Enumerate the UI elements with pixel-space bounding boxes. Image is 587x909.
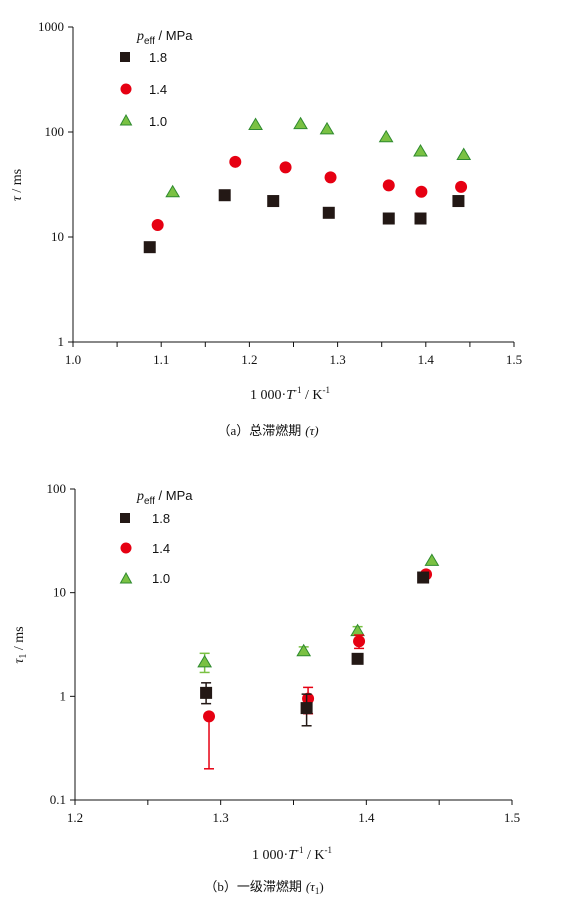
chart-a-x-ticks: 1.0 1.1 1.2 1.3 1.4 1.5	[65, 342, 522, 367]
data-point-triangle-1-0	[424, 553, 440, 566]
chart-b-legend-label-1-4: 1.4	[152, 541, 170, 556]
y-tick-label: 10	[51, 229, 64, 244]
y-tick-label: 10	[53, 585, 66, 600]
chart-b-data-points	[197, 553, 440, 770]
chart-a-legend-label-1-4: 1.4	[149, 82, 167, 97]
data-point-square-1-8	[143, 241, 156, 254]
x-tick-label: 1.4	[418, 352, 435, 367]
data-point-triangle-1-0	[413, 143, 428, 157]
data-point-square-1-8	[414, 212, 427, 225]
x-tick-label: 1.3	[213, 810, 229, 825]
chart-b-caption: （b）一级滞燃期 (τ1)	[204, 879, 323, 896]
data-point-circle-1-4	[353, 635, 366, 648]
chart-a-y-ticks: 1 10 100 1000	[38, 19, 73, 349]
data-point-circle-1-4	[455, 180, 468, 193]
data-point-square-1-8	[351, 652, 364, 665]
chart-b-x-axis-label: 1 000·T-1 / K-1	[252, 845, 332, 863]
x-tick-label: 1.2	[67, 810, 83, 825]
data-point-square-1-8	[200, 686, 213, 699]
chart-a-legend-title: peff / MPa	[136, 28, 193, 47]
data-point-circle-1-4	[324, 171, 337, 184]
chart-b-legend-marker-1-0	[119, 571, 133, 584]
data-point-circle-1-4	[229, 155, 242, 168]
chart-a-data-points	[143, 116, 472, 254]
data-point-circle-1-4	[203, 710, 216, 723]
chart-a-legend-marker-1-0	[119, 113, 133, 126]
y-tick-label: 1	[60, 688, 67, 703]
x-tick-label: 1.0	[65, 352, 81, 367]
chart-a-y-axis-label: τ / ms	[10, 169, 25, 201]
error-bar-1-4	[204, 715, 215, 770]
data-point-square-1-8	[218, 189, 231, 202]
data-point-square-1-8	[267, 195, 280, 208]
chart-b-legend-label-1-0: 1.0	[152, 571, 170, 586]
data-point-triangle-1-0	[319, 121, 335, 135]
data-point-square-1-8	[382, 212, 395, 225]
chart-a-x-axis-label: 1 000·T-1 / K-1	[250, 385, 330, 403]
chart-a-total-ignition-delay: 1.0 1.1 1.2 1.3 1.4 1.5 1 10 100 1000 peff / MPa…	[10, 19, 522, 438]
chart-a-legend-marker-1-4	[120, 83, 132, 95]
data-point-triangle-1-0	[378, 129, 394, 143]
x-tick-label: 1.3	[329, 352, 345, 367]
data-point-triangle-1-0	[293, 116, 308, 130]
chart-b-y-axis-label: τ1 / ms	[12, 626, 29, 663]
chart-b-x-ticks: 1.2 1.3 1.4 1.5	[67, 800, 520, 825]
chart-a-legend-label-1-8: 1.8	[149, 50, 167, 65]
x-tick-label: 1.5	[504, 810, 520, 825]
x-tick-label: 1.2	[241, 352, 257, 367]
chart-b-first-stage-ignition-delay: 1.2 1.3 1.4 1.5 0.1 1 10 100 peff / MPa 1.8 1.…	[12, 481, 520, 896]
x-tick-label: 1.1	[153, 352, 169, 367]
chart-b-plot-area	[75, 489, 512, 800]
y-tick-label: 1000	[38, 19, 64, 34]
data-point-square-1-8	[300, 702, 313, 715]
x-tick-label: 1.4	[358, 810, 375, 825]
y-tick-label: 0.1	[50, 792, 66, 807]
data-point-triangle-1-0	[456, 147, 472, 161]
data-point-circle-1-4	[302, 692, 315, 705]
data-point-circle-1-4	[382, 179, 395, 192]
data-point-triangle-1-0	[165, 184, 181, 198]
chart-b-legend: peff / MPa 1.8 1.4 1.0	[119, 488, 193, 586]
data-point-square-1-8	[452, 195, 465, 208]
y-tick-label: 1	[58, 334, 65, 349]
chart-b-legend-marker-1-4	[120, 542, 132, 554]
data-point-circle-1-4	[415, 185, 428, 198]
x-tick-label: 1.5	[506, 352, 522, 367]
chart-a-legend-label-1-0: 1.0	[149, 114, 167, 129]
data-point-circle-1-4	[151, 219, 164, 232]
chart-b-legend-marker-1-8	[120, 513, 130, 523]
chart-a-legend: peff / MPa 1.8 1.4 1.0	[119, 28, 193, 129]
chart-a-legend-marker-1-8	[120, 52, 130, 62]
chart-b-y-ticks: 0.1 1 10 100	[47, 481, 75, 807]
data-point-square-1-8	[417, 571, 430, 584]
chart-a-caption: （a）总滞燃期 (τ)	[217, 423, 318, 438]
chart-a-plot-area	[73, 27, 514, 342]
data-point-square-1-8	[322, 206, 335, 219]
data-point-circle-1-4	[279, 161, 292, 174]
chart-b-legend-label-1-8: 1.8	[152, 511, 170, 526]
y-tick-label: 100	[45, 124, 65, 139]
y-tick-label: 100	[47, 481, 67, 496]
chart-b-legend-title: peff / MPa	[136, 488, 193, 507]
data-point-triangle-1-0	[296, 643, 312, 657]
data-point-triangle-1-0	[197, 654, 213, 668]
data-point-triangle-1-0	[248, 117, 263, 130]
